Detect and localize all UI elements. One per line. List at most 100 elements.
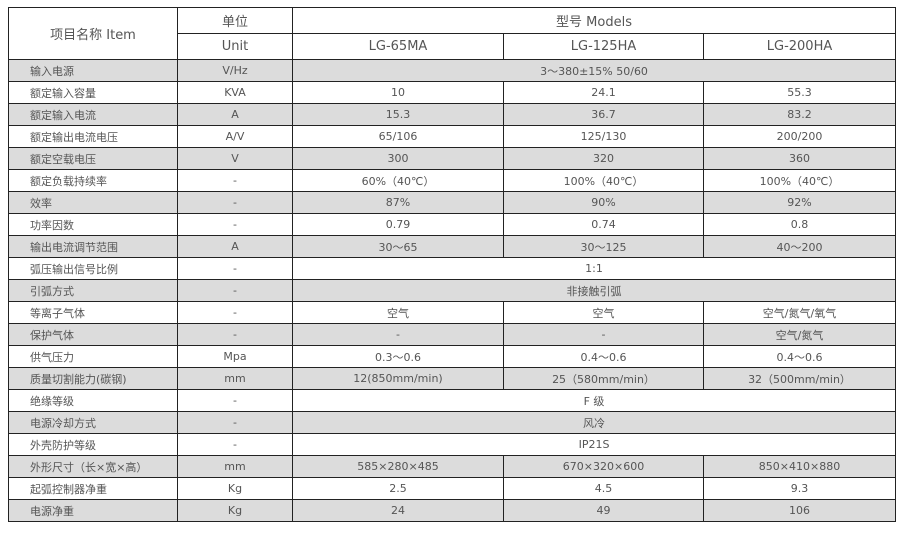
row-value: 0.74 [503, 213, 704, 236]
row-unit: A/V [177, 125, 293, 148]
row-value: 空气/氮气 [702, 323, 897, 346]
unit-header-cn: 单位 [177, 7, 293, 34]
table-row: 供气压力 Mpa 0.3～0.6 0.4～0.6 0.4～0.6 [8, 345, 897, 368]
row-value: 4.5 [503, 477, 704, 500]
row-value: 850×410×880 [702, 455, 897, 478]
row-unit: - [177, 411, 293, 434]
row-name: 外形尺寸（长×宽×高） [8, 455, 178, 478]
table-row: 额定输入容量 KVA 10 24.1 55.3 [8, 81, 897, 104]
row-value: 12(850mm/min) [292, 367, 504, 390]
row-value: 9.3 [702, 477, 897, 500]
row-name: 质量切割能力(碳钢) [8, 367, 178, 390]
row-value: 0.79 [292, 213, 504, 236]
row-value: 空气 [292, 301, 504, 324]
row-value-all: F 级 [291, 389, 897, 412]
row-unit: - [177, 213, 293, 236]
row-value: 55.3 [702, 81, 897, 104]
row-name: 额定输出电流电压 [8, 125, 178, 148]
table-row: 电源冷却方式 - 风冷 [8, 411, 897, 434]
table-row: 起弧控制器净重 Kg 2.5 4.5 9.3 [8, 477, 897, 500]
row-unit: Mpa [177, 345, 293, 368]
row-unit: - [177, 191, 293, 214]
table-row: 等离子气体 - 空气 空气 空气/氮气/氧气 [8, 301, 897, 324]
row-value: 0.3～0.6 [292, 345, 504, 368]
row-value-all: 非接触引弧 [291, 279, 897, 302]
row-value-all: 1:1 [291, 257, 897, 280]
item-header: 项目名称 Item [8, 7, 178, 60]
row-name: 供气压力 [8, 345, 178, 368]
unit-header-en: Unit [177, 33, 293, 60]
row-value: 106 [702, 499, 897, 522]
row-name: 额定空载电压 [8, 147, 178, 170]
row-unit: mm [177, 455, 293, 478]
row-value: 15.3 [292, 103, 504, 126]
row-value: 300 [292, 147, 504, 170]
table-row: 外壳防护等级 - IP21S [8, 433, 897, 456]
row-name: 引弧方式 [8, 279, 178, 302]
row-unit: A [177, 103, 293, 126]
row-value: 90% [503, 191, 704, 214]
table-row: 引弧方式 - 非接触引弧 [8, 279, 897, 302]
row-value: - [292, 323, 504, 346]
row-value: 40～200 [702, 235, 897, 258]
row-unit: V [177, 147, 293, 170]
table-row: 电源净重 Kg 24 49 106 [8, 499, 897, 522]
row-value: 空气/氮气/氧气 [702, 301, 897, 324]
row-name: 电源冷却方式 [8, 411, 178, 434]
row-unit: - [177, 433, 293, 456]
row-value: 100%（40℃） [702, 169, 897, 192]
row-value-all: 3～380±15% 50/60 [291, 59, 897, 82]
row-value: 0.4～0.6 [503, 345, 704, 368]
row-value: 87% [292, 191, 504, 214]
table-row: 绝缘等级 - F 级 [8, 389, 897, 412]
row-value: 92% [702, 191, 897, 214]
row-name: 等离子气体 [8, 301, 178, 324]
table-row: 额定负载持续率 -60%（40℃） 100%（40℃） 100%（40℃） [8, 169, 897, 192]
table-row: 额定输入电流 A 15.3 36.7 83.2 [8, 103, 897, 126]
table-row: 质量切割能力(碳钢) mm 12(850mm/min) 25（580mm/min） 32… [8, 367, 897, 390]
row-unit: mm [177, 367, 293, 390]
row-value: 空气 [503, 301, 704, 324]
row-name: 额定负载持续率 [8, 169, 178, 192]
row-name: 功率因数 [8, 213, 178, 236]
row-value: 83.2 [702, 103, 897, 126]
row-name: 外壳防护等级 [8, 433, 178, 456]
row-value-all: 风冷 [291, 411, 897, 434]
row-value: 10 [292, 81, 504, 104]
row-name: 起弧控制器净重 [8, 477, 178, 500]
row-name: 绝缘等级 [8, 389, 178, 412]
table-row: 弧压输出信号比例 -1:1 [8, 257, 897, 280]
spec-table: 项目名称 Item 单位 型号 Models Unit LG-65MA LG-1… [8, 7, 897, 522]
table-row: 额定空载电压 V 300 320 360 [8, 147, 897, 170]
row-unit: Kg [177, 499, 293, 522]
row-unit: - [177, 389, 293, 412]
row-value: 0.8 [702, 213, 897, 236]
row-value: 125/130 [503, 125, 704, 148]
model-header: LG-65MA [292, 33, 504, 60]
row-unit: - [177, 323, 293, 346]
table-row: 效率 -87% 90% 92% [8, 191, 897, 214]
header-row: 项目名称 Item 单位 型号 Models [8, 7, 897, 60]
row-unit: - [177, 279, 293, 302]
row-value: 320 [503, 147, 704, 170]
table-row: 输出电流调节范围 A 30～65 30～125 40～200 [8, 235, 897, 258]
row-value: 360 [702, 147, 897, 170]
row-name: 额定输入电流 [8, 103, 178, 126]
row-name: 效率 [8, 191, 178, 214]
row-name: 电源净重 [8, 499, 178, 522]
row-value: 49 [503, 499, 704, 522]
row-unit: - [177, 301, 293, 324]
row-value: 0.4～0.6 [702, 345, 897, 368]
row-value: 65/106 [292, 125, 504, 148]
row-value: 670×320×600 [503, 455, 704, 478]
model-header: LG-200HA [702, 33, 897, 60]
row-name: 额定输入容量 [8, 81, 178, 104]
header-row-2: Unit LG-65MA LG-125HA LG-200HA [9, 33, 897, 60]
row-value: 32（500mm/min） [702, 367, 897, 390]
row-value: 60%（40℃） [292, 169, 504, 192]
table-row: 外形尺寸（长×宽×高） mm 585×280×485 670×320×600 850×4… [8, 455, 897, 478]
row-value: 2.5 [292, 477, 504, 500]
row-value: 30～125 [503, 235, 704, 258]
table-row: 功率因数 -0.79 0.74 0.8 [8, 213, 897, 236]
row-unit: V/Hz [177, 59, 293, 82]
